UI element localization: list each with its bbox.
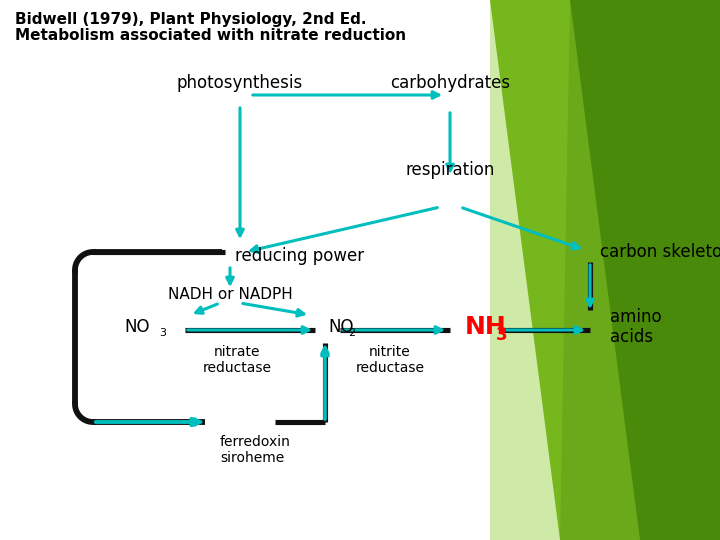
Polygon shape [490, 0, 570, 540]
Text: NADH or NADPH: NADH or NADPH [168, 287, 292, 302]
Text: NH: NH [465, 315, 507, 339]
Text: Bidwell (1979), Plant Physiology, 2nd Ed.: Bidwell (1979), Plant Physiology, 2nd Ed… [15, 12, 366, 27]
Text: NO: NO [125, 318, 150, 336]
Text: NO: NO [328, 318, 354, 336]
Text: nitrite
reductase: nitrite reductase [356, 345, 425, 375]
Text: ferredoxin
siroheme: ferredoxin siroheme [220, 435, 291, 465]
Text: 3: 3 [496, 326, 508, 344]
Polygon shape [490, 0, 720, 540]
Text: amino
acids: amino acids [610, 308, 662, 346]
Text: photosynthesis: photosynthesis [177, 74, 303, 92]
Text: reducing power: reducing power [235, 247, 364, 265]
Text: respiration: respiration [405, 161, 495, 179]
Text: carbon skeletons: carbon skeletons [600, 243, 720, 261]
Text: 2: 2 [348, 328, 355, 338]
Text: 3: 3 [159, 328, 166, 338]
Text: carbohydrates: carbohydrates [390, 74, 510, 92]
Polygon shape [570, 0, 720, 540]
Text: nitrate
reductase: nitrate reductase [202, 345, 271, 375]
Text: Metabolism associated with nitrate reduction: Metabolism associated with nitrate reduc… [15, 28, 406, 43]
